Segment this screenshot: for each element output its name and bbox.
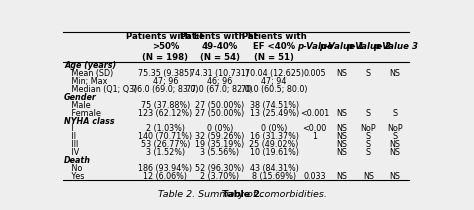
Text: 3 (5.56%): 3 (5.56%) [200,148,239,157]
Text: 186 (93.94%): 186 (93.94%) [138,164,192,173]
Text: NS: NS [336,140,347,149]
Text: 19 (35.19%): 19 (35.19%) [195,140,245,149]
Text: NS: NS [336,69,347,78]
Text: NS: NS [390,69,401,78]
Text: S: S [392,132,398,141]
Text: Yes: Yes [64,172,84,181]
Text: S: S [366,109,371,118]
Text: 10 (19.61%): 10 (19.61%) [250,148,299,157]
Text: NS: NS [336,109,347,118]
Text: Median (Q1; Q3): Median (Q1; Q3) [64,85,137,94]
Text: II: II [64,132,76,141]
Text: 1: 1 [312,132,317,141]
Text: 25 (49.02%): 25 (49.02%) [249,140,299,149]
Text: S: S [366,132,371,141]
Text: Female: Female [64,109,101,118]
Text: III: III [64,140,78,149]
Text: 2 (3.70%): 2 (3.70%) [200,172,239,181]
Text: NS: NS [390,172,401,181]
Text: 140 (70.71%): 140 (70.71%) [138,132,192,141]
Text: 74.31 (10.731): 74.31 (10.731) [191,69,249,78]
Text: 46; 96: 46; 96 [207,77,232,86]
Text: 16 (31.37%): 16 (31.37%) [250,132,299,141]
Text: NS: NS [363,172,374,181]
Text: 8 (15.69%): 8 (15.69%) [252,172,296,181]
Text: Gender: Gender [64,93,97,102]
Text: NYHA class: NYHA class [64,117,115,126]
Text: NoP: NoP [361,125,376,133]
Text: p-Value 1: p-Value 1 [319,42,364,51]
Text: No: No [64,164,82,173]
Text: Patients with EF
>50%
(N = 198): Patients with EF >50% (N = 198) [126,32,205,62]
Text: NS: NS [390,140,401,149]
Text: Age (years): Age (years) [64,61,116,70]
Text: S: S [366,140,371,149]
Text: 0.005: 0.005 [303,69,326,78]
Text: 53 (26.77%): 53 (26.77%) [141,140,190,149]
Text: 0 (0%): 0 (0%) [261,125,287,133]
Text: Table 2. Summary of comorbidities.: Table 2. Summary of comorbidities. [158,190,328,199]
Text: 76.0 (69.0; 83.0): 76.0 (69.0; 83.0) [132,85,199,94]
Text: 52 (96.30%): 52 (96.30%) [195,164,245,173]
Text: 47; 96: 47; 96 [153,77,178,86]
Text: 70.0 (60.5; 80.0): 70.0 (60.5; 80.0) [241,85,308,94]
Text: 47; 94: 47; 94 [262,77,287,86]
Text: <0.001: <0.001 [300,109,329,118]
Text: 70.04 (12.625): 70.04 (12.625) [245,69,304,78]
Text: 2 (1.03%): 2 (1.03%) [146,125,185,133]
Text: I: I [64,125,74,133]
Text: p-Value: p-Value [297,42,333,51]
Text: Mean (SD): Mean (SD) [64,69,113,78]
Text: 12 (6.06%): 12 (6.06%) [144,172,187,181]
Text: 27 (50.00%): 27 (50.00%) [195,101,245,110]
Text: 77.0 (67.0; 82.0): 77.0 (67.0; 82.0) [186,85,253,94]
Text: Table 2.: Table 2. [222,190,264,199]
Text: <0.00: <0.00 [302,125,327,133]
Text: 27 (50.00%): 27 (50.00%) [195,109,245,118]
Text: 38 (74.51%): 38 (74.51%) [250,101,299,110]
Text: S: S [366,148,371,157]
Text: Patients with
EF <40%
(N = 51): Patients with EF <40% (N = 51) [242,32,307,62]
Text: Death: Death [64,156,91,165]
Text: Patients with EF
49-40%
(N = 54): Patients with EF 49-40% (N = 54) [180,32,259,62]
Text: Male: Male [64,101,91,110]
Text: NoP: NoP [387,125,403,133]
Text: NS: NS [336,148,347,157]
Text: p-Value 3: p-Value 3 [373,42,418,51]
Text: 0 (0%): 0 (0%) [207,125,233,133]
Text: 75 (37.88%): 75 (37.88%) [141,101,190,110]
Text: NS: NS [336,125,347,133]
Text: S: S [366,69,371,78]
Text: NS: NS [336,172,347,181]
Text: NS: NS [336,132,347,141]
Text: 3 (1.52%): 3 (1.52%) [146,148,185,157]
Text: NS: NS [390,148,401,157]
Text: IV: IV [64,148,79,157]
Text: 123 (62.12%): 123 (62.12%) [138,109,192,118]
Text: p-Value 2: p-Value 2 [346,42,391,51]
Text: 43 (84.31%): 43 (84.31%) [250,164,299,173]
Text: 0.033: 0.033 [303,172,326,181]
Text: Min; Max: Min; Max [64,77,108,86]
Text: 13 (25.49%): 13 (25.49%) [249,109,299,118]
Text: 32 (59.26%): 32 (59.26%) [195,132,245,141]
Text: 75.35 (9.385): 75.35 (9.385) [138,69,192,78]
Text: S: S [392,109,398,118]
